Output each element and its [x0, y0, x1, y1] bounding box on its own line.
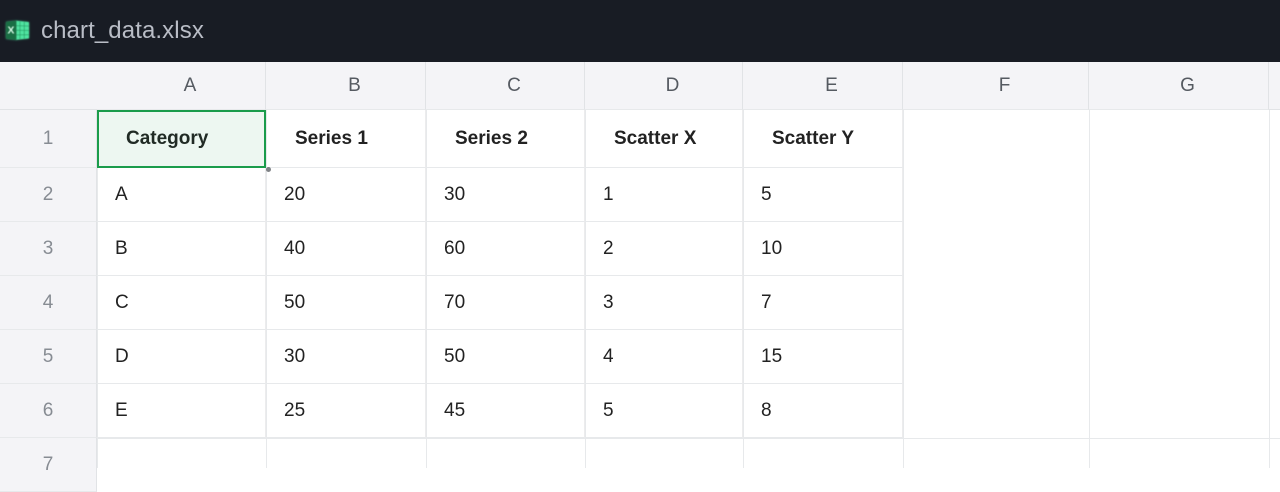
svg-text:X: X — [8, 25, 15, 36]
